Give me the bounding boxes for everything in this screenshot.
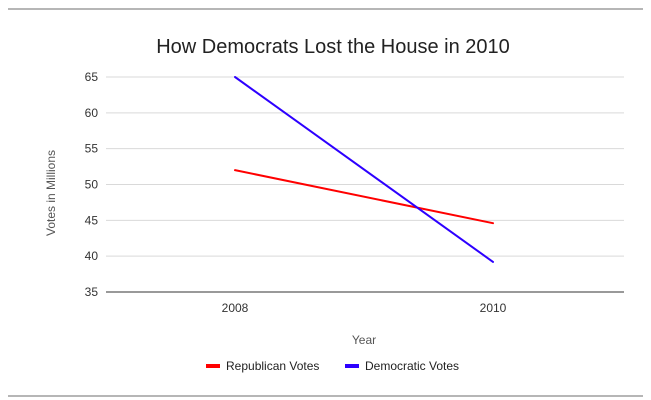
y-tick-label: 60 [85, 106, 99, 120]
chart-title: How Democrats Lost the House in 2010 [156, 36, 510, 58]
series-lines [234, 76, 494, 263]
legend-label: Democratic Votes [365, 359, 459, 373]
y-tick-label: 40 [85, 249, 99, 263]
x-axis-title: Year [352, 333, 376, 347]
legend-label: Republican Votes [226, 359, 319, 373]
y-tick-label: 55 [85, 142, 99, 156]
series-line-democratic [234, 76, 494, 263]
y-tick-label: 35 [85, 285, 99, 299]
x-tick-label: 2008 [222, 301, 249, 315]
y-tick-label: 45 [85, 213, 99, 227]
series-line-republican [234, 169, 494, 225]
y-axis-title: Votes in Millions [44, 150, 58, 236]
legend: Republican Votes Democratic Votes [206, 359, 459, 373]
x-tick-label: 2010 [480, 301, 507, 315]
gridlines [106, 76, 624, 293]
y-axis-ticks: 35 40 45 50 55 60 65 [85, 70, 99, 299]
y-tick-label: 50 [85, 178, 99, 192]
x-axis-ticks: 2008 2010 [222, 301, 507, 315]
y-tick-label: 65 [85, 70, 99, 84]
